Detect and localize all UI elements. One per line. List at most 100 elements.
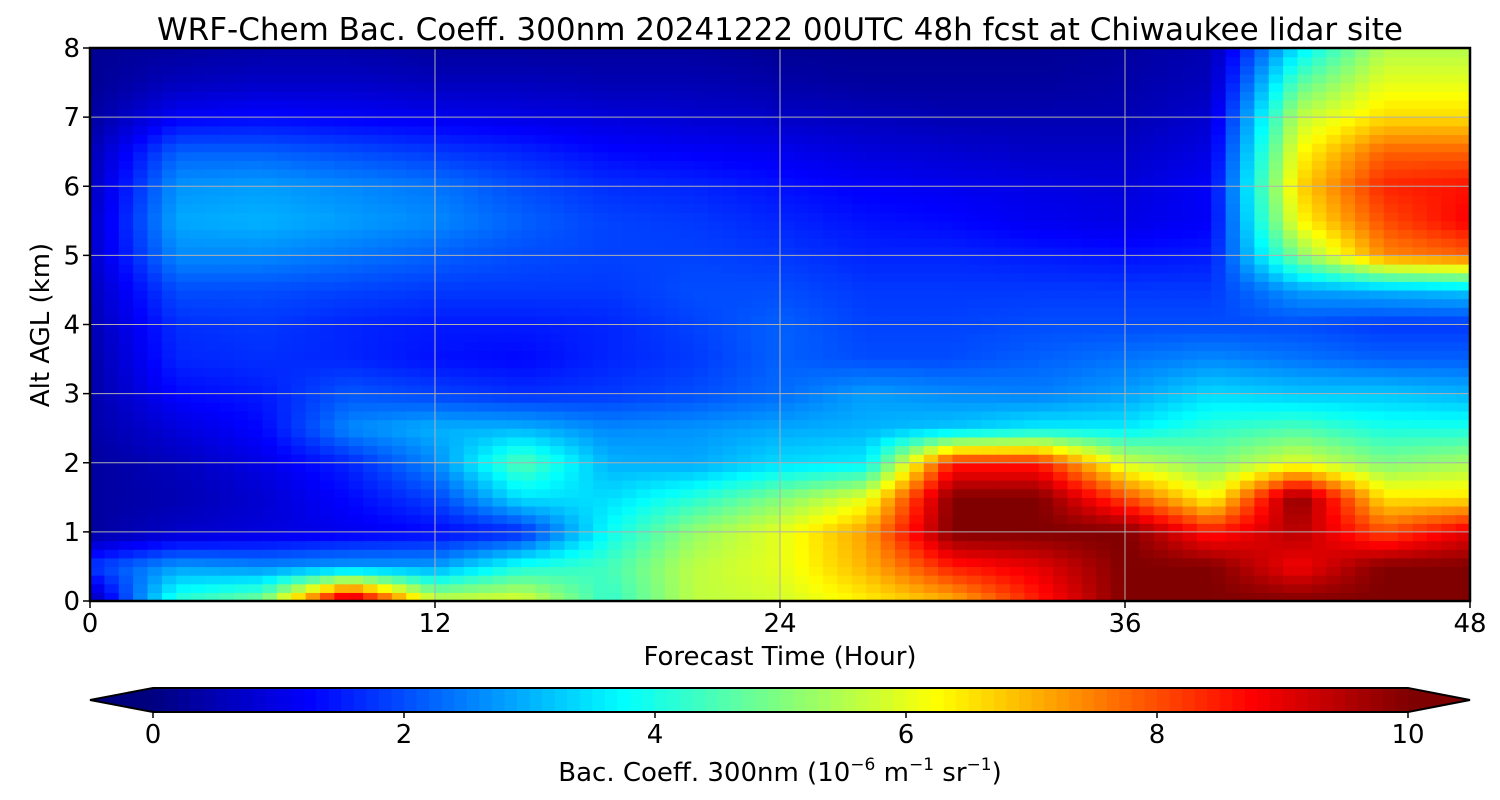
heatmap-cell [938, 160, 954, 170]
heatmap-cell [909, 229, 925, 239]
heatmap-cell [593, 151, 609, 161]
heatmap-cell [636, 488, 652, 498]
heatmap-cell [837, 462, 853, 472]
heatmap-cell [593, 212, 609, 222]
heatmap-cell [880, 220, 896, 231]
heatmap-cell [607, 514, 623, 524]
heatmap-cell [837, 177, 853, 187]
heatmap-cell [147, 505, 163, 516]
heatmap-cell [1240, 341, 1255, 352]
heatmap-cell [1398, 566, 1414, 576]
heatmap-cell [1455, 307, 1471, 317]
heatmap-cell [981, 212, 997, 222]
heatmap-cell [1196, 445, 1212, 455]
heatmap-cell [895, 333, 910, 343]
heatmap-cell [995, 376, 1011, 386]
heatmap-cell [1240, 393, 1255, 403]
heatmap-cell [593, 246, 609, 256]
heatmap-cell [1254, 168, 1270, 179]
heatmap-cell [1369, 264, 1385, 274]
heatmap-cell [1383, 523, 1399, 533]
heatmap-cell [1426, 488, 1442, 498]
heatmap-cell [1168, 445, 1184, 455]
heatmap-cell [722, 410, 738, 421]
heatmap-cell [1369, 454, 1385, 464]
heatmap-cell [1383, 212, 1399, 222]
heatmap-cell [794, 505, 810, 516]
heatmap-cell [981, 583, 997, 593]
heatmap-cell [1369, 583, 1385, 593]
heatmap-cell [966, 575, 982, 585]
heatmap-cell [1441, 212, 1457, 222]
heatmap-cell [995, 220, 1011, 231]
heatmap-cell [1355, 186, 1370, 196]
heatmap-cell [190, 298, 206, 308]
heatmap-cell [1412, 307, 1428, 317]
heatmap-cell [1139, 471, 1155, 481]
heatmap-cell [823, 393, 839, 403]
heatmap-cell [1355, 436, 1370, 447]
heatmap-cell [1067, 307, 1083, 317]
heatmap-cell [952, 419, 968, 429]
heatmap-cell [550, 194, 565, 205]
heatmap-cell [650, 402, 666, 412]
heatmap-cell [952, 298, 968, 308]
heatmap-cell [1168, 393, 1184, 403]
heatmap-cell [1081, 315, 1097, 326]
heatmap-cell [1412, 428, 1428, 438]
heatmap-cell [219, 350, 235, 360]
heatmap-cell [521, 220, 537, 231]
heatmap-cell [1311, 505, 1327, 516]
heatmap-cell [1211, 359, 1227, 369]
heatmap-cell [1168, 376, 1184, 386]
heatmap-cell [593, 307, 609, 317]
heatmap-cell [133, 298, 149, 308]
heatmap-cell [578, 238, 594, 248]
heatmap-cell [1081, 384, 1097, 395]
heatmap-plot-area [90, 48, 1471, 602]
heatmap-cell [248, 436, 264, 447]
heatmap-cell [463, 540, 479, 550]
heatmap-cell [1355, 497, 1370, 507]
heatmap-cell [1240, 307, 1255, 317]
heatmap-cell [851, 151, 867, 161]
heatmap-cell [377, 419, 393, 429]
heatmap-cell [938, 212, 954, 222]
heatmap-cell [650, 186, 666, 196]
heatmap-cell [1096, 523, 1112, 533]
heatmap-cell [995, 531, 1011, 542]
heatmap-cell [521, 168, 537, 179]
heatmap-cell [90, 177, 105, 187]
heatmap-cell [837, 410, 853, 421]
heatmap-cell [1254, 592, 1270, 602]
heatmap-cell [1254, 410, 1270, 421]
heatmap-cell [291, 367, 307, 377]
heatmap-cell [593, 264, 609, 274]
heatmap-cell [923, 341, 939, 352]
heatmap-cell [1024, 592, 1040, 602]
heatmap-cell [665, 402, 680, 412]
heatmap-cell [823, 177, 839, 187]
heatmap-cell [506, 289, 522, 300]
heatmap-cell [1053, 367, 1069, 377]
heatmap-cell [205, 384, 220, 395]
heatmap-cell [780, 540, 795, 550]
heatmap-cell [1024, 264, 1040, 274]
heatmap-cell [1254, 445, 1270, 455]
heatmap-cell [190, 445, 206, 455]
heatmap-cell [1038, 307, 1054, 317]
heatmap-cell [320, 289, 335, 300]
heatmap-cell [1355, 531, 1370, 542]
heatmap-cell [334, 419, 350, 429]
heatmap-cell [621, 151, 637, 161]
heatmap-cell [492, 341, 508, 352]
heatmap-cell [1182, 151, 1198, 161]
heatmap-cell [1326, 350, 1342, 360]
heatmap-cell [1125, 436, 1140, 447]
heatmap-cell [578, 497, 594, 507]
heatmap-cell [751, 272, 767, 282]
heatmap-cell [938, 367, 954, 377]
heatmap-cell [693, 324, 709, 334]
heatmap-cell [1311, 462, 1327, 472]
heatmap-cell [1182, 255, 1198, 265]
